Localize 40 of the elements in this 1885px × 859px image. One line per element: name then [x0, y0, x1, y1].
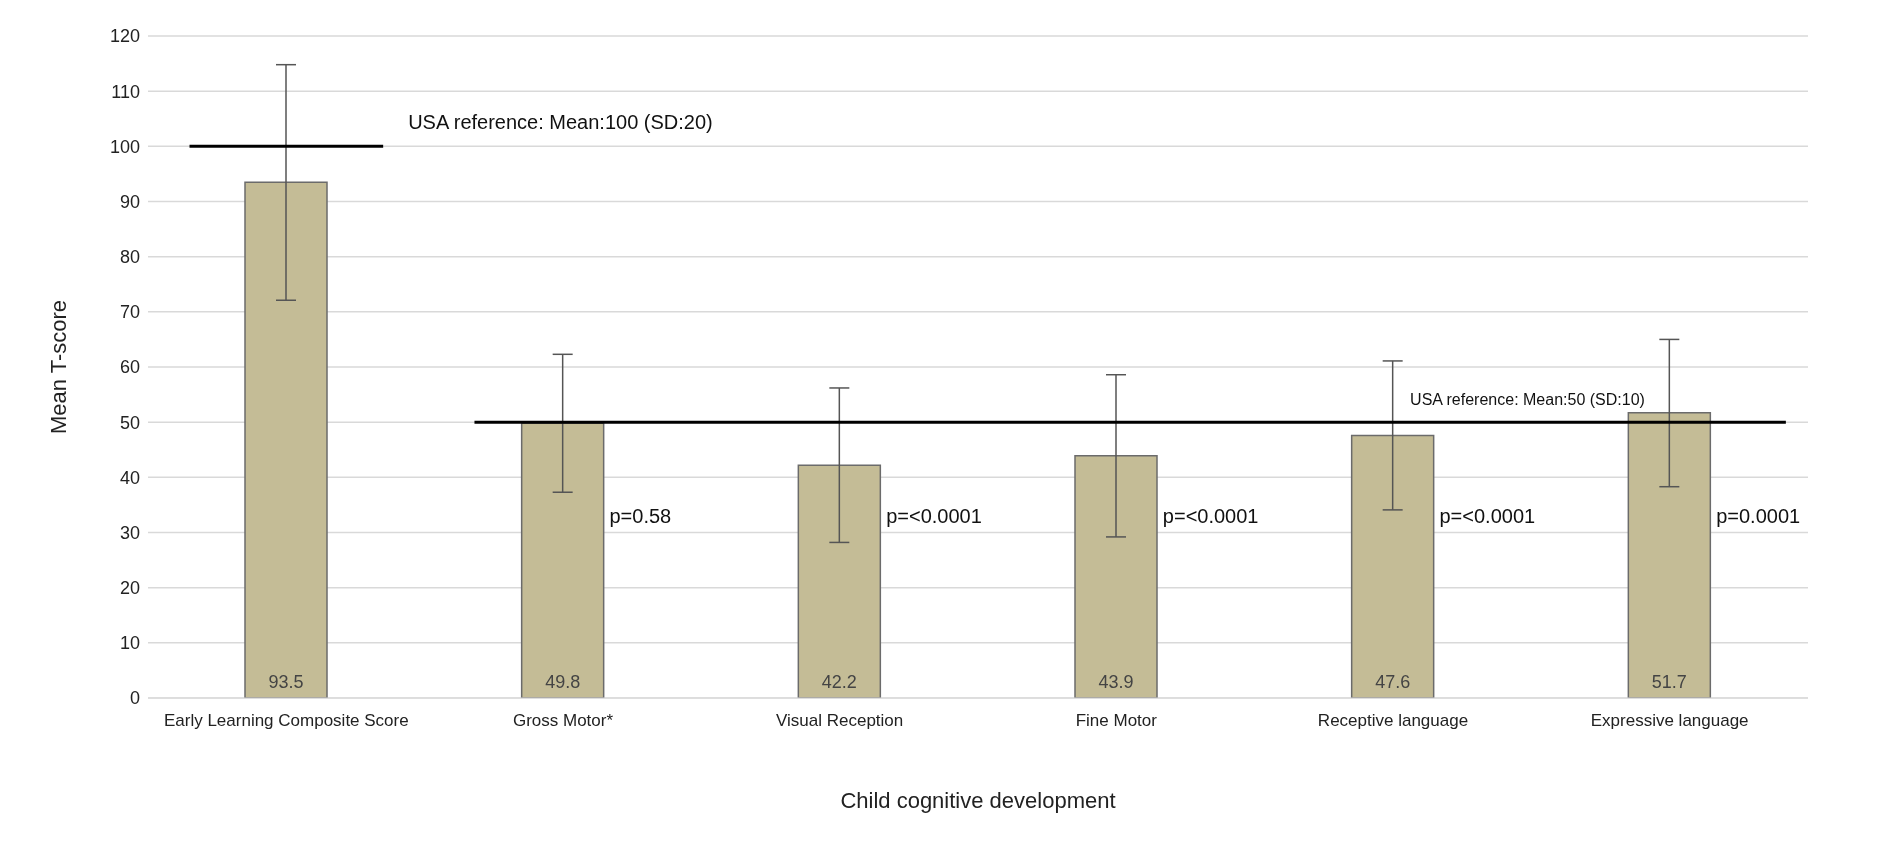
y-tick-label: 80 — [119, 247, 140, 268]
y-tick-label: 110 — [111, 81, 140, 102]
y-tick-label: 100 — [109, 136, 140, 157]
y-tick-label: 60 — [119, 357, 140, 378]
y-tick-label: 10 — [119, 633, 140, 654]
y-axis-title: Mean T-score — [45, 299, 71, 435]
annotation: p=0.0001 — [1716, 505, 1801, 528]
y-tick-label: 90 — [119, 191, 140, 212]
x-tick-label: Gross Motor* — [512, 711, 614, 731]
annotation: p=<0.0001 — [1162, 505, 1259, 528]
x-tick-label: Visual Reception — [776, 711, 904, 731]
ref-line-label: USA reference: Mean:50 (SD:10) — [1410, 391, 1645, 409]
data-label: 51.7 — [1651, 672, 1687, 692]
ref-line-label: USA reference: Mean:100 (SD:20) — [408, 111, 713, 134]
y-tick-label: 20 — [119, 578, 140, 599]
annotation: p=0.58 — [609, 505, 672, 528]
bar — [244, 181, 328, 698]
y-tick-label: 30 — [119, 522, 140, 543]
annotation: p=<0.0001 — [886, 505, 982, 528]
y-tick-label: 40 — [119, 467, 140, 488]
x-axis-title: Child cognitive development — [840, 788, 1116, 813]
y-tick-label: 70 — [119, 302, 140, 323]
y-tick-label: 0 — [129, 688, 140, 709]
bar — [797, 464, 882, 698]
bar — [1074, 455, 1158, 698]
data-label: 93.5 — [268, 672, 304, 692]
x-tick-label: Fine Motor — [1075, 711, 1158, 731]
annotation: p=<0.0001 — [1439, 505, 1536, 528]
x-tick-label: Early Learning Composite Score — [163, 711, 409, 731]
y-tick-label: 50 — [119, 412, 140, 433]
bar — [1627, 412, 1712, 698]
bar — [520, 422, 605, 698]
x-tick-label: Expressive language — [1590, 711, 1749, 731]
data-label: 49.8 — [545, 672, 581, 692]
bar — [1350, 434, 1435, 698]
data-label: 42.2 — [821, 672, 857, 692]
y-tick-label: 120 — [109, 26, 140, 47]
data-label: 43.9 — [1098, 672, 1134, 692]
data-label: 47.6 — [1375, 672, 1411, 692]
x-tick-label: Receptive language — [1317, 711, 1469, 731]
